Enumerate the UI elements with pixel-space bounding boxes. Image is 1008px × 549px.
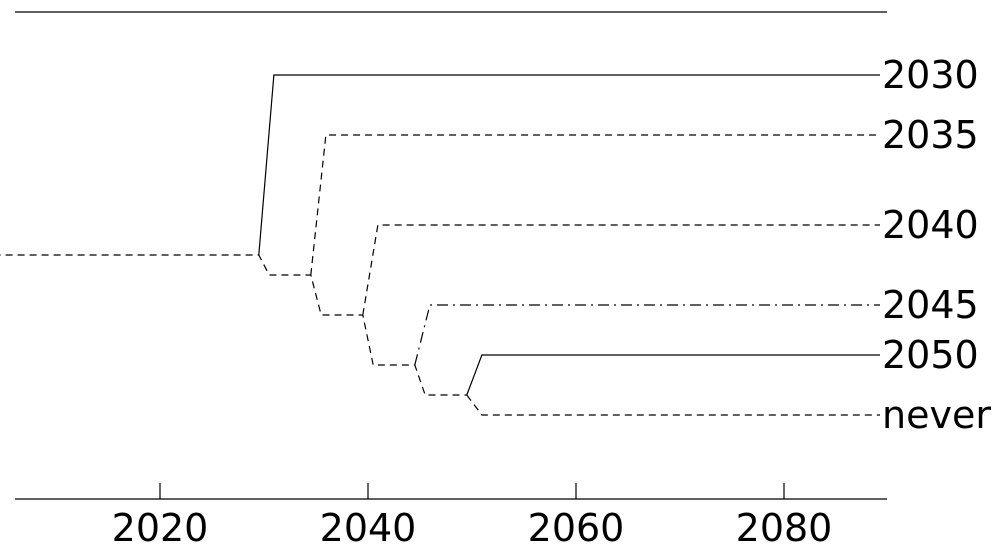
series-labels: 2030 2035 2040 2045 2050 never — [882, 53, 991, 437]
series-lines — [258, 74, 880, 416]
series-label-2030: 2030 — [882, 53, 979, 97]
series-line-2050 — [466, 354, 880, 396]
x-tick-label-2080: 2080 — [736, 506, 833, 549]
series-label-2035: 2035 — [882, 113, 979, 157]
series-line-never — [466, 394, 880, 416]
series-label-2045: 2045 — [882, 283, 979, 327]
x-tick-label-2040: 2040 — [320, 506, 417, 549]
series-line-2040 — [362, 224, 880, 316]
series-line-2030 — [258, 74, 880, 256]
series-label-2040: 2040 — [882, 203, 979, 247]
series-line-2035 — [310, 134, 880, 276]
series-label-never: never — [882, 393, 991, 437]
x-axis-ticks: 2020 2040 2060 2080 — [112, 483, 833, 549]
trunk-lines — [0, 254, 467, 396]
series-line-2045 — [414, 304, 880, 366]
x-tick-label-2020: 2020 — [112, 506, 209, 549]
trunk-line — [0, 254, 467, 396]
x-tick-label-2060: 2060 — [528, 506, 625, 549]
series-label-2050: 2050 — [882, 333, 979, 377]
